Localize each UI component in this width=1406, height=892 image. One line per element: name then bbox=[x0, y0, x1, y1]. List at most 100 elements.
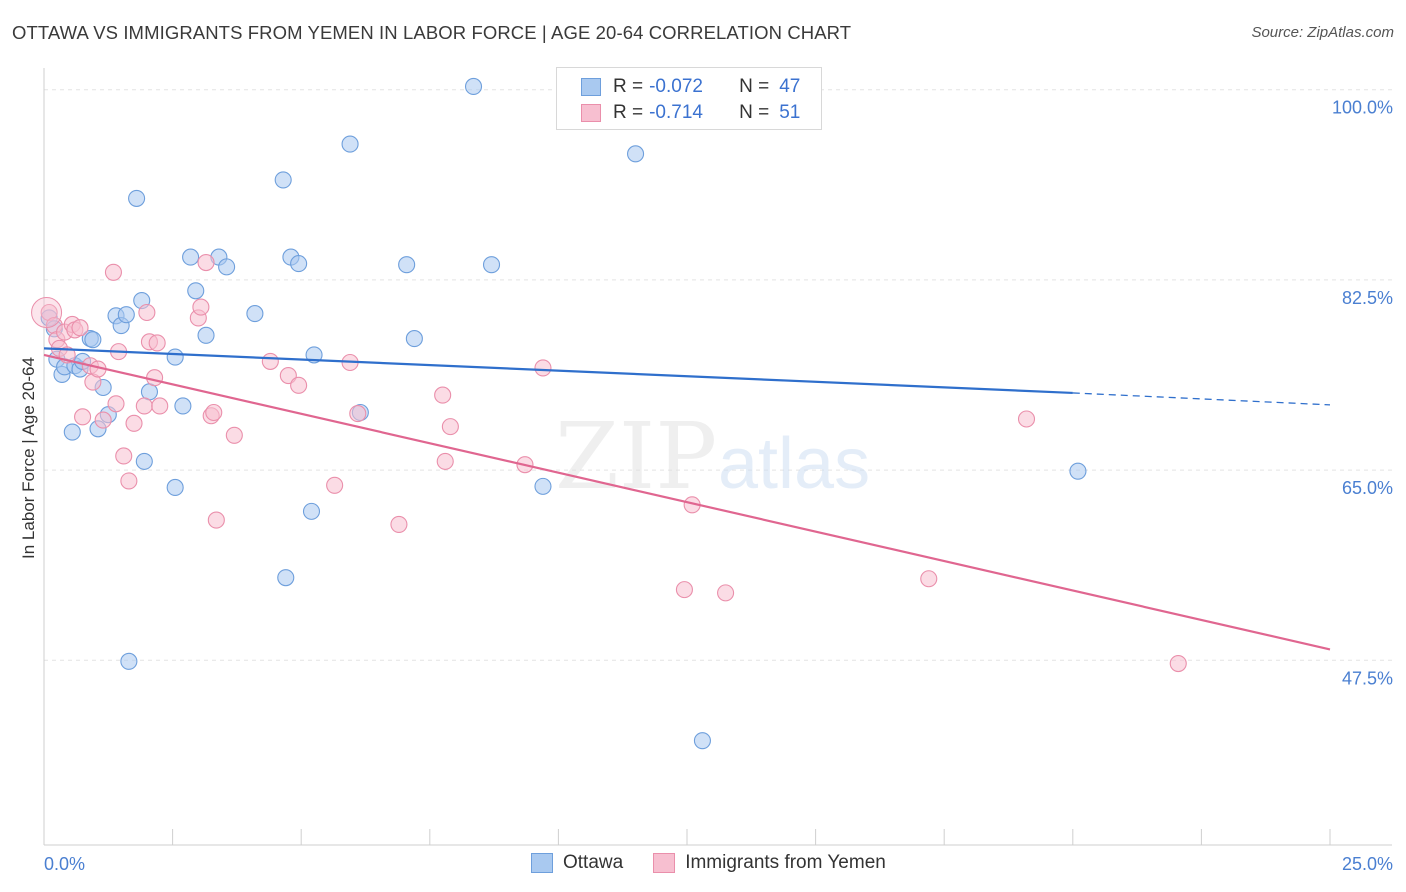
legend-r-label: R = bbox=[613, 76, 644, 97]
ottawa-point bbox=[405, 330, 423, 348]
yemen-point bbox=[148, 334, 166, 352]
ottawa-point bbox=[182, 248, 200, 266]
y-axis-label: In Labor Force | Age 20-64 bbox=[19, 357, 38, 559]
ottawa-point bbox=[197, 326, 215, 344]
axes bbox=[43, 68, 1392, 846]
chart-title: OTTAWA VS IMMIGRANTS FROM YEMEN IN LABOR… bbox=[12, 22, 852, 43]
legend-swatch-yemen bbox=[653, 853, 676, 873]
yemen-point bbox=[349, 405, 367, 423]
legend-label-ottawa: Ottawa bbox=[563, 852, 624, 873]
yemen-point bbox=[120, 472, 138, 490]
grid-lines bbox=[44, 89, 1392, 661]
legend-swatch-ottawa bbox=[531, 853, 553, 873]
legend-r-value: -0.714 bbox=[649, 102, 703, 123]
stats-legend: R = -0.072 N = 47 R = -0.714 N = 51 bbox=[556, 67, 822, 130]
source-credit: Source: ZipAtlas.com bbox=[1251, 24, 1394, 41]
ottawa-point bbox=[246, 305, 264, 323]
legend-row-ottawa: R = -0.072 N = 47 bbox=[581, 75, 800, 99]
watermark-zip: ZIP bbox=[555, 403, 717, 510]
ottawa-point bbox=[128, 189, 146, 207]
yemen-point bbox=[207, 511, 225, 529]
ottawa-point bbox=[302, 502, 321, 520]
y-tick-label: 100.0% bbox=[1332, 98, 1393, 118]
ottawa-point bbox=[464, 77, 483, 96]
yemen-point bbox=[146, 369, 164, 387]
ottawa-point bbox=[135, 452, 153, 470]
ottawa-point bbox=[117, 306, 135, 324]
yemen-point bbox=[534, 359, 552, 377]
yemen-series bbox=[31, 253, 1187, 673]
ottawa-point bbox=[277, 569, 295, 587]
ottawa-point bbox=[63, 423, 81, 441]
yemen-point bbox=[107, 395, 125, 413]
yemen-point bbox=[1017, 410, 1036, 428]
yemen-point bbox=[104, 263, 122, 281]
legend-label-yemen: Immigrants from Yemen bbox=[685, 852, 886, 873]
legend-row-yemen: R = -0.714 N = 51 bbox=[581, 101, 800, 125]
ottawa-point bbox=[290, 255, 308, 273]
ottawa-point bbox=[482, 256, 501, 274]
legend-item-ottawa[interactable]: Ottawa bbox=[531, 852, 623, 874]
ottawa-trend-line bbox=[43, 347, 1073, 395]
legend-swatch-yemen bbox=[581, 104, 601, 122]
yemen-point bbox=[261, 352, 279, 370]
ottawa-point bbox=[398, 256, 416, 274]
ottawa-point bbox=[627, 145, 645, 163]
legend-n-value: 51 bbox=[779, 102, 801, 123]
yemen-point bbox=[192, 298, 210, 316]
yemen-point bbox=[225, 426, 243, 444]
ottawa-point bbox=[534, 477, 552, 495]
y-tick-label: 47.5% bbox=[1342, 668, 1393, 688]
yemen-point bbox=[135, 397, 153, 415]
yemen-trend-line bbox=[43, 353, 1331, 651]
yemen-point bbox=[390, 515, 408, 533]
yemen-point bbox=[205, 403, 223, 422]
yemen-point bbox=[151, 397, 169, 415]
yemen-point bbox=[290, 376, 308, 394]
yemen-point bbox=[434, 386, 452, 404]
ottawa-trend-extension bbox=[1072, 392, 1331, 406]
ottawa-point bbox=[218, 258, 236, 276]
legend-n-value: 47 bbox=[779, 76, 801, 97]
yemen-point bbox=[115, 447, 133, 465]
ottawa-point bbox=[1069, 462, 1087, 480]
legend-item-yemen[interactable]: Immigrants from Yemen bbox=[653, 852, 886, 874]
yemen-point bbox=[717, 584, 735, 602]
yemen-point bbox=[436, 452, 454, 470]
legend-n-label: N = bbox=[739, 102, 770, 123]
series-legend: Ottawa Immigrants from Yemen bbox=[531, 852, 916, 874]
yemen-point bbox=[138, 303, 156, 322]
yemen-point-cluster bbox=[31, 297, 63, 329]
y-tick-label: 82.5% bbox=[1342, 288, 1393, 308]
yemen-point bbox=[94, 411, 112, 429]
ottawa-point bbox=[166, 348, 184, 366]
yemen-point bbox=[71, 319, 89, 337]
ottawa-point bbox=[120, 652, 138, 670]
x-tick-label: 0.0% bbox=[44, 854, 85, 874]
yemen-point bbox=[920, 570, 938, 588]
legend-r-value: -0.072 bbox=[649, 76, 703, 97]
ottawa-point bbox=[274, 171, 292, 189]
yemen-point bbox=[197, 253, 215, 272]
legend-r-label: R = bbox=[613, 102, 644, 123]
yemen-point bbox=[326, 476, 344, 494]
trend-lines bbox=[43, 347, 1331, 651]
ottawa-point bbox=[84, 331, 102, 349]
watermark-atlas: atlas bbox=[718, 424, 870, 504]
y-tick-label: 65.0% bbox=[1342, 478, 1393, 498]
x-tick-label: 25.0% bbox=[1342, 854, 1393, 874]
watermark: ZIP atlas bbox=[555, 403, 870, 510]
legend-swatch-ottawa bbox=[581, 78, 601, 96]
ottawa-point bbox=[341, 135, 359, 153]
yemen-point bbox=[74, 408, 92, 426]
ottawa-point bbox=[187, 282, 205, 300]
ottawa-point bbox=[174, 397, 192, 415]
legend-n-label: N = bbox=[739, 76, 770, 97]
yemen-point bbox=[675, 581, 693, 599]
yemen-point bbox=[1169, 654, 1187, 673]
yemen-point bbox=[441, 418, 459, 436]
tick-labels: 47.5% 65.0% 82.5% 100.0% 0.0% 25.0% bbox=[44, 98, 1393, 874]
ottawa-point bbox=[166, 478, 184, 497]
yemen-point bbox=[125, 414, 143, 432]
